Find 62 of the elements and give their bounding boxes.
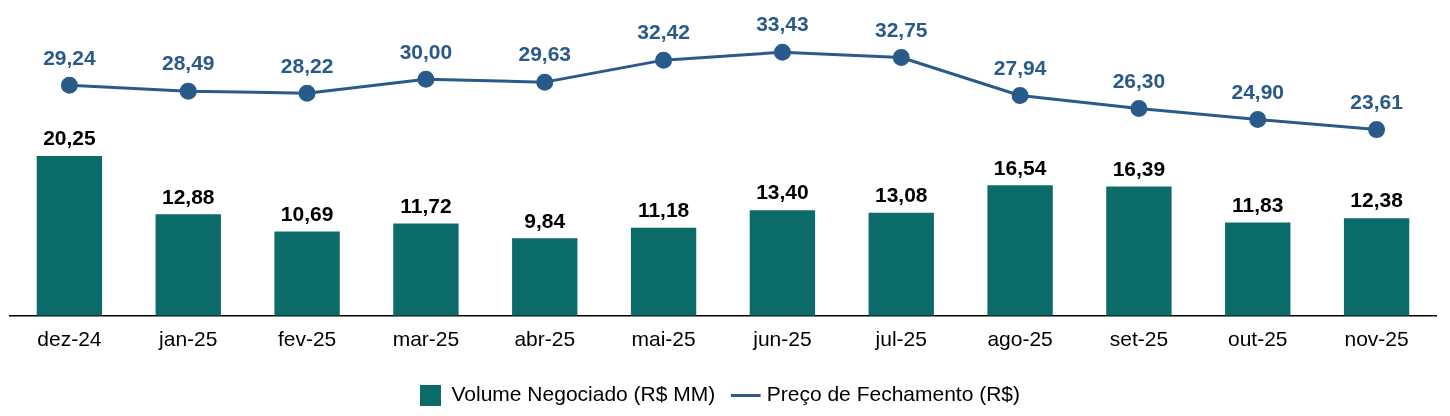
data-label: 13,40 — [756, 180, 809, 204]
point — [892, 49, 910, 67]
data-label: 32,75 — [874, 17, 928, 41]
x-tick-label: mar-25 — [392, 327, 460, 351]
data-label: 27,94 — [993, 55, 1047, 79]
data-label: 12,88 — [161, 184, 215, 208]
data-label: 33,43 — [756, 12, 809, 36]
bar — [36, 156, 103, 316]
point — [60, 76, 78, 94]
data-label: 30,00 — [399, 39, 453, 63]
data-label: 28,22 — [280, 53, 334, 77]
data-label: 16,39 — [1112, 156, 1166, 180]
bar — [155, 214, 221, 316]
data-label: 26,30 — [1112, 68, 1166, 92]
data-label: 29,24 — [43, 45, 97, 69]
point — [655, 51, 673, 69]
x-tick-label: dez-24 — [37, 327, 102, 351]
x-tick-label: jun-25 — [752, 327, 812, 351]
point — [417, 70, 435, 88]
x-tick-label: ago-25 — [987, 327, 1053, 351]
x-tick-label: out-25 — [1227, 327, 1288, 351]
point — [179, 82, 197, 100]
bar — [1106, 186, 1172, 316]
x-tick-label: nov-25 — [1344, 327, 1409, 351]
point — [1249, 110, 1267, 128]
point — [536, 73, 554, 91]
data-label: 28,49 — [161, 51, 215, 75]
legend-label: Volume Negociado (R$ MM) — [451, 382, 716, 406]
data-label: 13,08 — [874, 182, 928, 206]
point — [1011, 86, 1029, 104]
x-tick-label: fev-25 — [277, 327, 337, 351]
bar — [868, 212, 934, 316]
x-tick-label: abr-25 — [514, 327, 576, 351]
data-label: 11,72 — [400, 193, 452, 217]
bar — [1225, 222, 1291, 316]
point — [298, 84, 316, 102]
bar — [274, 231, 340, 316]
x-tick-label: jan-25 — [158, 327, 218, 351]
legend-label: Preço de Fechamento (R$) — [766, 382, 1021, 406]
point — [1130, 99, 1148, 117]
x-tick-label: jul-25 — [874, 327, 927, 351]
point — [773, 43, 791, 61]
data-label: 12,38 — [1350, 188, 1404, 212]
x-tick-label: mai-25 — [631, 327, 696, 351]
data-label: 24,90 — [1231, 79, 1285, 103]
bar — [987, 185, 1053, 316]
data-label: 23,61 — [1350, 89, 1404, 113]
data-label: 32,42 — [637, 20, 690, 44]
data-label: 20,25 — [43, 126, 97, 150]
data-label: 29,63 — [518, 42, 572, 66]
bar — [1343, 218, 1410, 316]
data-label: 11,83 — [1232, 192, 1284, 216]
x-tick-label: set-25 — [1109, 327, 1169, 351]
data-label: 11,18 — [637, 197, 690, 221]
bar — [749, 210, 816, 316]
bar — [630, 227, 697, 316]
data-label: 9,84 — [524, 208, 566, 232]
data-label: 10,69 — [280, 201, 334, 225]
point — [1368, 121, 1386, 139]
bar — [512, 238, 578, 316]
data-label: 16,54 — [993, 155, 1047, 179]
bar — [393, 223, 459, 316]
